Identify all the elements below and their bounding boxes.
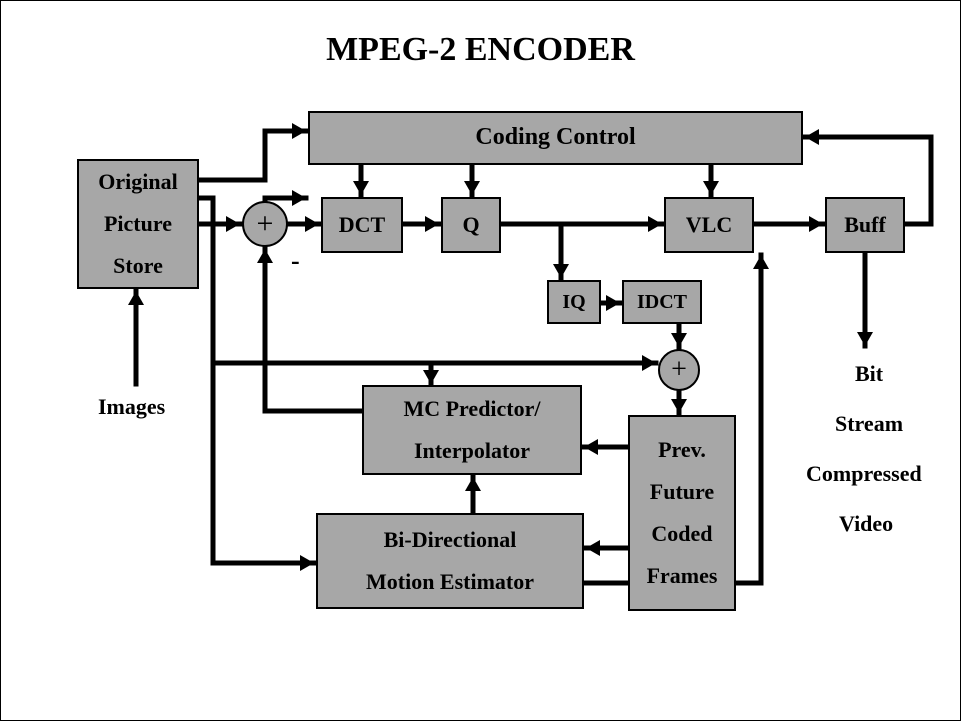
edge-dct-to-q	[405, 216, 439, 232]
node-prev: Prev.FutureCodedFrames	[628, 415, 736, 611]
edge-bime-to-mc	[465, 477, 481, 511]
edge-prev-to-mc	[584, 439, 626, 455]
node-coding: Coding Control	[308, 111, 803, 165]
edge-orig-to-coding	[201, 123, 306, 180]
edge-coding-to-vlc	[703, 167, 719, 195]
node-idct: IDCT	[622, 280, 702, 324]
edge-coding-to-dct	[353, 167, 369, 195]
node-dct: DCT	[321, 197, 403, 253]
edge-q-branch-to-iq	[553, 224, 569, 278]
edge-orig-to-sum1	[201, 216, 240, 232]
node-mc: MC Predictor/Interpolator	[362, 385, 582, 475]
node-orig: OriginalPictureStore	[77, 159, 199, 289]
arrow-layer	[1, 1, 961, 722]
edge-q-to-vlc	[503, 216, 662, 232]
diagram-title: MPEG-2 ENCODER	[1, 31, 960, 69]
edge-prev-to-bime	[586, 540, 626, 556]
edge-sum2-to-prev	[671, 393, 687, 413]
edge-coding-to-q	[464, 167, 480, 195]
node-bime: Bi-DirectionalMotion Estimator	[316, 513, 584, 609]
edge-iq-to-idct	[603, 295, 620, 311]
edge-idct-to-sum2	[671, 326, 687, 347]
node-sum2: +	[658, 349, 700, 391]
edge-buff-to-out	[857, 255, 873, 346]
edge-orig-to-bime	[213, 363, 314, 571]
edge-split-to-sum2	[213, 355, 656, 371]
label-comp: Compressed	[806, 461, 922, 487]
edge-orig-to-predpath	[201, 198, 439, 384]
node-sum1: +	[242, 201, 288, 247]
node-buff: Buff	[825, 197, 905, 253]
edge-sum1-to-dct	[290, 216, 319, 232]
label-bit: Bit	[855, 361, 883, 387]
edge-vlc-to-buff	[756, 216, 823, 232]
label-minus: -	[291, 246, 300, 276]
edge-images-to-orig	[128, 291, 144, 384]
node-iq: IQ	[547, 280, 601, 324]
edge-mc-to-sum1	[257, 249, 362, 411]
label-images: Images	[98, 394, 165, 420]
node-vlc: VLC	[664, 197, 754, 253]
label-video: Video	[839, 511, 893, 537]
node-q: Q	[441, 197, 501, 253]
label-stream: Stream	[835, 411, 903, 437]
